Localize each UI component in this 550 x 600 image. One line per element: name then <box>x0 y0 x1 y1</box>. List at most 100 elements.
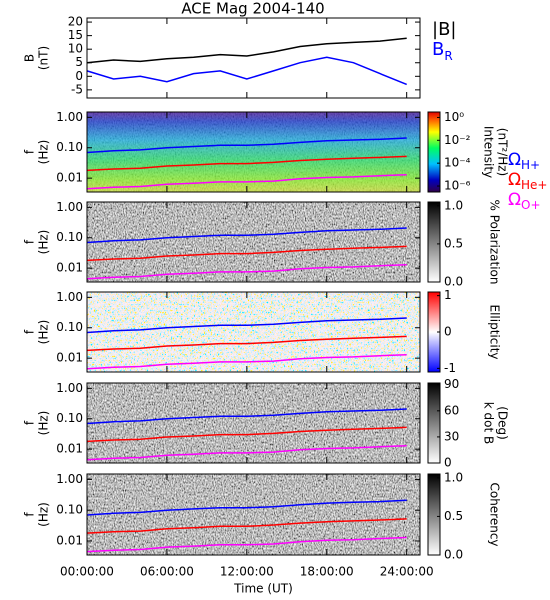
y-axis-label: f <box>23 420 37 425</box>
y-tick-label: 1.00 <box>56 472 83 486</box>
x-tick-label: 00:00:00 <box>60 565 114 579</box>
series-line <box>86 56 407 86</box>
legend-label: |B| <box>432 19 456 40</box>
colorbar-tick-label: 0.0 <box>444 548 463 562</box>
legend-name: Ω <box>508 150 521 170</box>
y-tick-label: 0.10 <box>56 230 83 244</box>
colorbar-tick-label: 90 <box>444 377 459 391</box>
series-line <box>86 245 407 262</box>
spectrogram-image <box>87 383 420 463</box>
series-line <box>86 353 407 370</box>
legend-name: Ω <box>508 170 521 190</box>
colorbar-tick-label: 0.5 <box>444 236 463 250</box>
colorbar <box>428 292 440 372</box>
colorbar-frame <box>427 473 441 556</box>
colorbar <box>428 202 440 282</box>
x-tick-label: 18:00:00 <box>300 565 354 579</box>
spectrogram-image <box>87 474 420 555</box>
legend-name: Ω <box>508 190 521 210</box>
y-tick-label: 0.10 <box>56 411 83 425</box>
legend-subscript: He+ <box>521 178 547 192</box>
y-axis-unit: (Hz) <box>37 230 51 255</box>
y-axis-unit: (Hz) <box>37 502 51 527</box>
x-axis-label: Time (UT) <box>233 582 293 596</box>
spectrogram-image <box>87 202 420 282</box>
legend-label: BR <box>432 39 453 63</box>
colorbar-tick-label: 1.0 <box>444 470 463 484</box>
series-line <box>86 518 407 534</box>
colorbar-tick-label: 10⁰ <box>444 110 464 124</box>
series-line <box>86 335 407 352</box>
series-line <box>86 227 407 244</box>
y-tick-label: 0.01 <box>56 261 83 275</box>
colorbar-frame <box>427 111 441 193</box>
y-tick-label: 5 <box>75 55 83 69</box>
series-line <box>86 173 407 190</box>
y-tick-label: 0.01 <box>56 351 83 365</box>
colorbar-unit: (nT²/Hz) <box>496 128 510 176</box>
y-tick-label: 1.00 <box>56 381 83 395</box>
y-axis-label: B <box>23 54 37 62</box>
series-line <box>86 155 407 172</box>
x-tick-label: 06:00:00 <box>140 565 194 579</box>
plot-frame <box>86 201 421 283</box>
legend-name: |B| <box>432 19 456 40</box>
y-tick-label: 0.01 <box>56 533 83 547</box>
legend-label: ΩHe+ <box>508 170 547 192</box>
series-line <box>86 444 407 461</box>
colorbar-label: Ellipticity <box>488 305 502 360</box>
series-line <box>86 499 407 516</box>
y-tick-label: 10 <box>68 42 83 56</box>
legend-subscript: R <box>444 49 452 63</box>
legend-label: ΩO+ <box>508 190 541 212</box>
chart-title: ACE Mag 2004-140 <box>181 0 324 18</box>
colorbar-tick-label: 10⁻⁴ <box>444 156 471 170</box>
y-tick-label: 1.00 <box>56 290 83 304</box>
colorbar-label: k dot B <box>482 402 496 444</box>
plot-frame <box>86 382 421 464</box>
plot-frame <box>86 17 421 99</box>
colorbar-unit: (Deg) <box>496 406 510 440</box>
colorbar-tick-label: 1.0 <box>444 198 463 212</box>
y-tick-label: 0.10 <box>56 320 83 334</box>
colorbar-tick-label: 10⁻⁶ <box>444 179 471 193</box>
legend-label: ΩH+ <box>508 150 540 172</box>
colorbar <box>428 112 440 192</box>
series-line <box>86 137 407 154</box>
colorbar <box>428 383 440 463</box>
y-tick-label: 1.00 <box>56 110 83 124</box>
plot-frame <box>86 291 421 373</box>
legend-subscript: O+ <box>521 198 541 212</box>
colorbar <box>428 474 440 555</box>
series-line <box>86 317 407 334</box>
y-axis-unit: (Hz) <box>37 140 51 165</box>
y-tick-label: 0.10 <box>56 140 83 154</box>
x-tick-label: 24:00:00 <box>380 565 434 579</box>
y-axis-label: f <box>23 329 37 334</box>
y-axis-unit: (nT) <box>37 46 51 70</box>
y-tick-label: 0 <box>75 69 83 83</box>
colorbar-tick-label: -1 <box>444 361 456 375</box>
colorbar-label: % Polarization <box>488 200 502 285</box>
colorbar-tick-label: 0.0 <box>444 275 463 289</box>
series-line <box>86 37 407 64</box>
colorbar-label: Coherency <box>488 482 502 546</box>
series-line <box>86 536 407 553</box>
colorbar-tick-label: 60 <box>444 403 459 417</box>
legend-subscript: H+ <box>521 158 540 172</box>
series-line <box>86 263 407 280</box>
y-axis-label: f <box>23 239 37 244</box>
x-tick-label: 12:00:00 <box>220 565 274 579</box>
plot-frame <box>86 473 421 556</box>
y-tick-label: 15 <box>68 28 83 42</box>
y-tick-label: -5 <box>71 82 83 96</box>
series-line <box>86 408 407 425</box>
colorbar-tick-label: 0.5 <box>444 509 463 523</box>
y-tick-label: 20 <box>68 15 83 29</box>
colorbar-tick-label: 0 <box>444 456 452 470</box>
series-line <box>86 426 407 443</box>
y-axis-label: f <box>23 149 37 154</box>
y-tick-label: 1.00 <box>56 200 83 214</box>
colorbar-frame <box>427 201 441 283</box>
